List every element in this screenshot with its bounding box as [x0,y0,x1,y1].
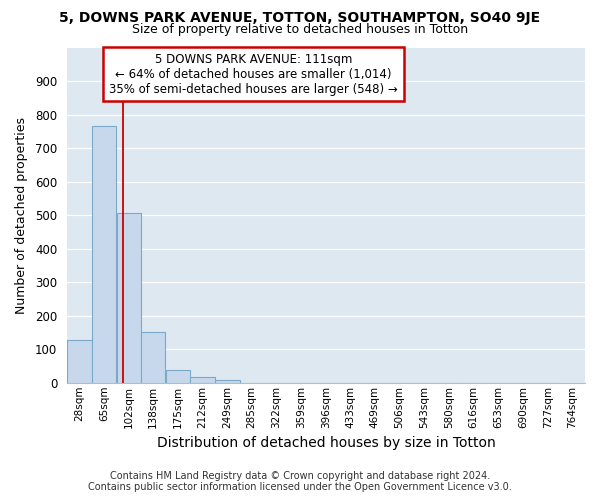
Bar [166,370,190,383]
Bar [92,126,116,383]
Text: Contains HM Land Registry data © Crown copyright and database right 2024.
Contai: Contains HM Land Registry data © Crown c… [88,471,512,492]
X-axis label: Distribution of detached houses by size in Totton: Distribution of detached houses by size … [157,436,496,450]
Bar [141,332,165,383]
Bar [215,380,239,383]
Bar [67,340,92,383]
Y-axis label: Number of detached properties: Number of detached properties [15,116,28,314]
Bar [190,377,215,383]
Text: 5 DOWNS PARK AVENUE: 111sqm
← 64% of detached houses are smaller (1,014)
35% of : 5 DOWNS PARK AVENUE: 111sqm ← 64% of det… [109,52,398,96]
Text: 5, DOWNS PARK AVENUE, TOTTON, SOUTHAMPTON, SO40 9JE: 5, DOWNS PARK AVENUE, TOTTON, SOUTHAMPTO… [59,11,541,25]
Text: Size of property relative to detached houses in Totton: Size of property relative to detached ho… [132,22,468,36]
Bar [116,214,141,383]
